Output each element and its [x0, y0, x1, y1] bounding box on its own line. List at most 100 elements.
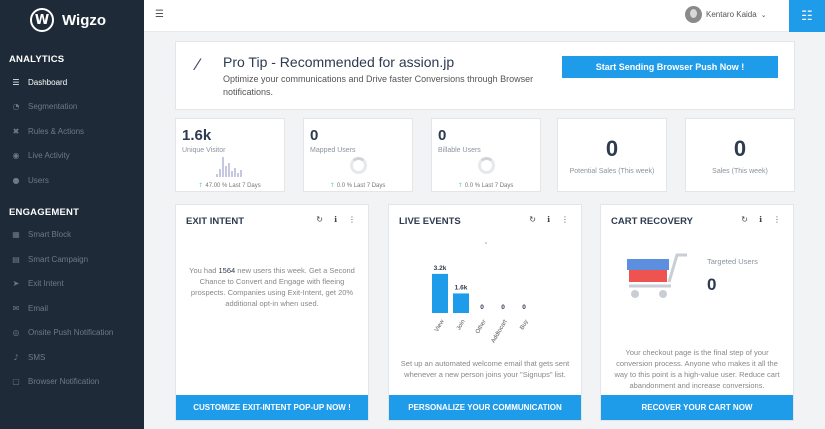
live-events-panel: LIVE EVENTS ↻ ℹ ⋮ 3.2k View 1.6k Join 0 Other…	[388, 204, 582, 421]
arrow-up-icon: 🡑	[330, 182, 334, 189]
shopping-cart-icon	[627, 253, 687, 298]
recover-cart-button[interactable]: RECOVER YOUR CART NOW	[601, 395, 793, 420]
customize-exit-intent-button[interactable]: CUSTOMIZE EXIT-INTENT POP-UP NOW !	[176, 395, 368, 420]
panel-actions: ↻ ℹ ⋮	[529, 215, 569, 224]
refresh-icon[interactable]: ↻	[316, 215, 323, 224]
sidebar-item-segmentation[interactable]: ◔ Segmentation	[0, 95, 144, 120]
stat-label: Sales (This week)	[712, 167, 768, 175]
sidebar-item-onsite-push-notification[interactable]: ◎ Onsite Push Notification	[0, 321, 144, 346]
avatar	[685, 6, 702, 23]
chart-tick-label: Buy	[519, 319, 529, 331]
logo[interactable]: W Wigzo	[0, 0, 144, 40]
sidebar-item-users[interactable]: ● Users	[0, 168, 144, 193]
info-icon[interactable]: ℹ	[758, 215, 762, 224]
sidebar-item-label: Rules & Actions	[28, 126, 85, 136]
info-icon[interactable]: ℹ	[333, 215, 337, 224]
refresh-icon[interactable]: ↻	[741, 215, 748, 224]
sidebar-item-dashboard[interactable]: ☰ Dashboard	[0, 70, 144, 95]
sidebar-item-email[interactable]: ✉ Email	[0, 296, 144, 321]
pro-tip-banner: ⁄ Pro Tip - Recommended for assion.jp Op…	[175, 41, 795, 110]
targeted-users-label: Targeted Users	[707, 257, 758, 266]
stat-trend: 🡑 0.0 % Last 7 Days	[432, 181, 540, 191]
chart-data-label: 0	[501, 304, 505, 311]
text-part: You had	[189, 266, 219, 275]
mini-bar	[216, 174, 218, 177]
chart-bar	[453, 293, 469, 313]
eye-icon: ◉	[12, 151, 20, 161]
list-menu-icon[interactable]: ☷	[789, 0, 825, 32]
sidebar-nav: ANALYTICS ☰ Dashboard ◔ Segmentation ✖ Rules &…	[0, 40, 144, 394]
mini-bar	[222, 157, 224, 177]
campaign-icon: ▤	[12, 254, 20, 264]
live-events-chart: 3.2k View 1.6k Join 0 Other 0 Addtocart 0 Buy	[432, 242, 530, 345]
stat-label: Mapped Users	[310, 147, 356, 154]
bell-icon: ♪	[13, 352, 19, 362]
sidebar-item-exit-intent[interactable]: ➤ Exit Intent	[0, 272, 144, 297]
chart-tick-label: View	[434, 318, 446, 333]
sidebar: W Wigzo ANALYTICS ☰ Dashboard ◔ Segmentation…	[0, 0, 144, 429]
sidebar-item-label: Segmentation	[28, 102, 78, 112]
mini-bar	[228, 163, 230, 177]
chart-tick-label: Join	[456, 319, 467, 332]
sidebar-item-smart-block[interactable]: ▦ Smart Block	[0, 223, 144, 248]
stat-billable-users: 0 Billable Users 🡑 0.0 % Last 7 Days	[431, 118, 541, 192]
pro-tip-text: Optimize your communications and Drive f…	[223, 74, 534, 97]
chevron-down-icon: ⌄	[760, 10, 767, 19]
stat-trend: 🡑 47.00 % Last 7 Days	[176, 181, 284, 191]
more-vertical-icon[interactable]: ⋮	[348, 215, 356, 224]
chart-tick-label: Addtocart	[491, 319, 509, 345]
stat-sales: 0 Sales (This week)	[685, 118, 795, 192]
loading-ring	[350, 157, 367, 174]
magic-wand-icon: ⁄	[196, 55, 199, 74]
mini-bar-chart	[216, 157, 242, 177]
rocket-icon: ➤	[12, 279, 20, 289]
sidebar-item-smart-campaign[interactable]: ▤ Smart Campaign	[0, 247, 144, 272]
personalize-communication-button[interactable]: PERSONALIZE YOUR COMMUNICATION	[389, 395, 581, 420]
sidebar-item-label: Smart Block	[28, 230, 72, 240]
more-vertical-icon[interactable]: ⋮	[773, 215, 781, 224]
new-users-count: 1564	[218, 266, 236, 275]
sidebar-item-label: Browser Notification	[28, 377, 100, 387]
email-icon: ✉	[12, 303, 20, 313]
panel-title: EXIT INTENT	[186, 216, 245, 227]
browser-icon: ▢	[12, 377, 20, 387]
wigzo-logo-icon: W	[30, 8, 54, 32]
chart-bar	[432, 273, 448, 313]
sidebar-item-label: Dashboard	[28, 77, 68, 87]
user-name: Kentaro Kaida	[706, 10, 757, 19]
panel-title: LIVE EVENTS	[399, 216, 461, 227]
refresh-icon[interactable]: ↻	[529, 215, 536, 224]
chart-data-label: 1.6k	[455, 284, 468, 291]
chart-tick-label: Other	[475, 319, 488, 335]
start-browser-push-button[interactable]: Start Sending Browser Push Now !	[562, 56, 778, 78]
trend-text: 0.0 % Last 7 Days	[464, 183, 514, 189]
stat-label: Unique Visitor	[182, 147, 226, 154]
more-vertical-icon[interactable]: ⋮	[561, 215, 569, 224]
cart-recovery-description: Your checkout page is the final step of …	[614, 348, 780, 390]
exit-intent-description: You had 1564 new users this week. Get a …	[186, 265, 358, 309]
menu-toggle-icon[interactable]: ☰	[155, 9, 164, 20]
sidebar-item-sms[interactable]: ♪ SMS	[0, 345, 144, 370]
stat-mapped-users: 0 Mapped Users 🡑 0.0 % Last 7 Days	[303, 118, 413, 192]
sidebar-section-title: ANALYTICS	[9, 54, 65, 65]
mini-bar	[240, 170, 242, 177]
chart-dot	[485, 242, 487, 244]
app-name: Wigzo	[62, 11, 107, 29]
user-menu[interactable]: Kentaro Kaida ⌄	[685, 6, 767, 23]
stat-value: 1.6k	[182, 127, 212, 144]
stat-label: Billable Users	[438, 147, 481, 154]
pro-tip-title: Pro Tip - Recommended for assion.jp	[223, 54, 455, 70]
stat-value: 0	[733, 135, 747, 161]
mini-bar	[234, 168, 236, 177]
sidebar-item-browser-notification[interactable]: ▢ Browser Notification	[0, 370, 144, 395]
stat-unique-visitor: 1.6k Unique Visitor 🡑 47.00 % Last 7 Days	[175, 118, 285, 192]
text-part: new users this week. Get a Second Chance…	[190, 266, 355, 308]
info-icon[interactable]: ℹ	[546, 215, 550, 224]
top-bar: ☰ Kentaro Kaida ⌄ ☷	[144, 0, 825, 32]
sidebar-item-rules-actions[interactable]: ✖ Rules & Actions	[0, 119, 144, 144]
panel-actions: ↻ ℹ ⋮	[316, 215, 356, 224]
sidebar-item-live-activity[interactable]: ◉ Live Activity	[0, 144, 144, 169]
sidebar-item-label: Users	[28, 175, 49, 185]
exit-intent-panel: EXIT INTENT ↻ ℹ ⋮ You had 1564 new users…	[175, 204, 369, 421]
stat-trend: 🡑 0.0 % Last 7 Days	[304, 181, 412, 191]
